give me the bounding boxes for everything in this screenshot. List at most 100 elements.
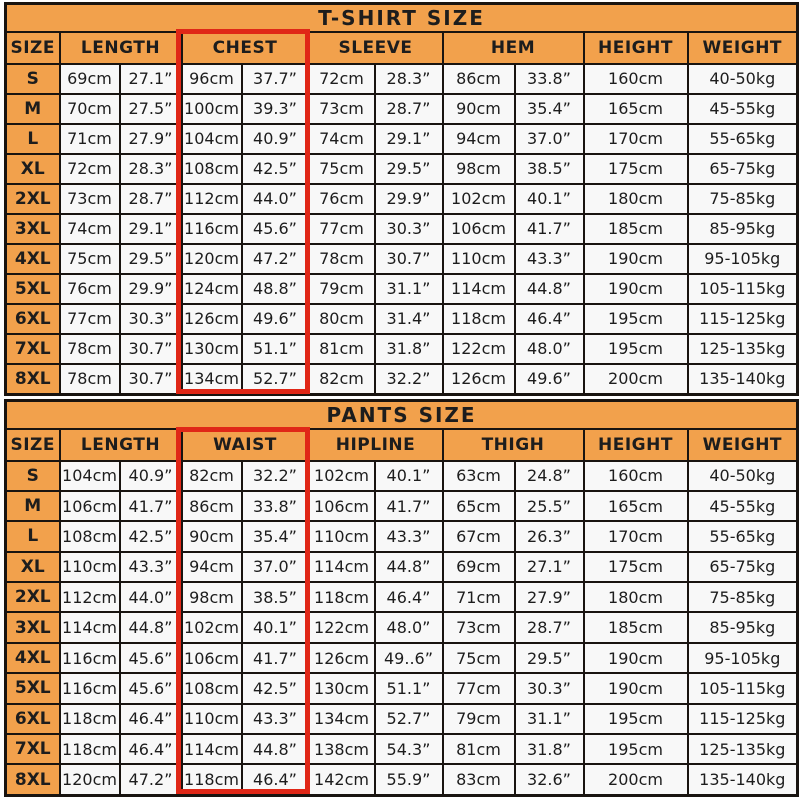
value-cell: 28.7” <box>373 92 444 125</box>
value-cell: 40.1” <box>373 459 444 492</box>
table-row: 7XL 118cm 46.4” 114cm 44.8” 138cm 54.3” 81cm 31.… <box>4 733 799 766</box>
size-cell: S <box>4 459 61 492</box>
value-cell: 52.7” <box>240 362 310 396</box>
value-cell: 41.7” <box>118 489 183 523</box>
value-cell: 195cm <box>582 332 689 365</box>
value-cell: 95-105kg <box>686 641 799 675</box>
value-cell: 55.9” <box>373 763 444 797</box>
table-row: M 106cm 41.7” 86cm 33.8” 106cm 41.7” 65cm 25.5” 1… <box>4 489 799 523</box>
value-cell: 52.7” <box>373 702 444 736</box>
value-cell: 79cm <box>441 702 516 736</box>
tshirt-title-row: T-SHIRT SIZE <box>4 2 799 33</box>
value-cell: 114cm <box>441 272 516 305</box>
value-cell: 43.3” <box>373 520 444 553</box>
value-cell: 43.3” <box>240 702 310 736</box>
column-header-size: SIZE <box>4 427 61 462</box>
value-cell: 110cm <box>180 702 243 736</box>
value-cell: 100cm <box>180 92 243 125</box>
value-cell: 42.5” <box>240 152 310 185</box>
value-cell: 108cm <box>180 672 243 705</box>
value-cell: 108cm <box>58 520 121 553</box>
value-cell: 77cm <box>58 302 121 335</box>
value-cell: 30.3” <box>513 672 585 705</box>
size-cell: 6XL <box>4 702 61 736</box>
table-row: L 71cm 27.9” 104cm 40.9” 74cm 29.1” 94cm 37.0” 17… <box>4 122 799 155</box>
value-cell: 41.7” <box>373 489 444 523</box>
size-cell: 4XL <box>4 242 61 275</box>
table-row: 8XL 120cm 47.2” 118cm 46.4” 142cm 55.9” 83cm 32.… <box>4 763 799 797</box>
value-cell: 24.8” <box>513 459 585 492</box>
value-cell: 90cm <box>441 92 516 125</box>
value-cell: 29.5” <box>118 242 183 275</box>
value-cell: 79cm <box>307 272 376 305</box>
value-cell: 42.5” <box>240 672 310 705</box>
value-cell: 51.1” <box>240 332 310 365</box>
value-cell: 170cm <box>582 520 689 553</box>
table-row: 5XL 116cm 45.6” 108cm 42.5” 130cm 51.1” 77cm 30.… <box>4 672 799 705</box>
value-cell: 27.5” <box>118 92 183 125</box>
table-row: XL 110cm 43.3” 94cm 37.0” 114cm 44.8” 69cm 27.1”… <box>4 550 799 584</box>
value-cell: 40.1” <box>240 611 310 644</box>
value-cell: 180cm <box>582 182 689 215</box>
value-cell: 30.7” <box>118 332 183 365</box>
value-cell: 108cm <box>180 152 243 185</box>
value-cell: 49..6” <box>373 641 444 675</box>
value-cell: 180cm <box>582 581 689 614</box>
column-header-height: HEIGHT <box>582 30 689 65</box>
size-cell: L <box>4 122 61 155</box>
value-cell: 81cm <box>307 332 376 365</box>
column-header-length: LENGTH <box>58 427 183 462</box>
value-cell: 29.1” <box>118 212 183 245</box>
value-cell: 104cm <box>58 459 121 492</box>
value-cell: 30.7” <box>118 362 183 396</box>
value-cell: 85-95kg <box>686 611 799 644</box>
value-cell: 33.8” <box>513 62 585 95</box>
value-cell: 35.4” <box>240 520 310 553</box>
value-cell: 45.6” <box>118 641 183 675</box>
value-cell: 65-75kg <box>686 152 799 185</box>
size-cell: 6XL <box>4 302 61 335</box>
value-cell: 195cm <box>582 302 689 335</box>
value-cell: 190cm <box>582 272 689 305</box>
value-cell: 72cm <box>58 152 121 185</box>
value-cell: 76cm <box>58 272 121 305</box>
pants-table-head: PANTS SIZE SIZE LENGTH WAIST HIPLINE THI… <box>4 399 799 462</box>
value-cell: 31.1” <box>513 702 585 736</box>
value-cell: 95-105kg <box>686 242 799 275</box>
value-cell: 29.9” <box>373 182 444 215</box>
value-cell: 82cm <box>307 362 376 396</box>
value-cell: 81cm <box>441 733 516 766</box>
size-cell: XL <box>4 550 61 584</box>
value-cell: 96cm <box>180 62 243 95</box>
size-cell: 5XL <box>4 272 61 305</box>
value-cell: 28.3” <box>373 62 444 95</box>
value-cell: 28.7” <box>118 182 183 215</box>
size-cell: 5XL <box>4 672 61 705</box>
value-cell: 126cm <box>307 641 376 675</box>
table-row: 4XL 116cm 45.6” 106cm 41.7” 126cm 49..6” 75cm 29… <box>4 641 799 675</box>
value-cell: 200cm <box>582 362 689 396</box>
value-cell: 134cm <box>180 362 243 396</box>
value-cell: 38.5” <box>513 152 585 185</box>
value-cell: 46.4” <box>373 581 444 614</box>
value-cell: 69cm <box>441 550 516 584</box>
value-cell: 75-85kg <box>686 581 799 614</box>
value-cell: 190cm <box>582 672 689 705</box>
value-cell: 28.3” <box>118 152 183 185</box>
value-cell: 45.6” <box>240 212 310 245</box>
size-cell: 8XL <box>4 763 61 797</box>
value-cell: 102cm <box>307 459 376 492</box>
value-cell: 195cm <box>582 733 689 766</box>
value-cell: 67cm <box>441 520 516 553</box>
value-cell: 190cm <box>582 641 689 675</box>
value-cell: 185cm <box>582 611 689 644</box>
value-cell: 104cm <box>180 122 243 155</box>
table-row: 3XL 74cm 29.1” 116cm 45.6” 77cm 30.3” 106cm 41.7… <box>4 212 799 245</box>
value-cell: 72cm <box>307 62 376 95</box>
value-cell: 200cm <box>582 763 689 797</box>
value-cell: 126cm <box>180 302 243 335</box>
value-cell: 46.4” <box>118 702 183 736</box>
value-cell: 138cm <box>307 733 376 766</box>
value-cell: 26.3” <box>513 520 585 553</box>
